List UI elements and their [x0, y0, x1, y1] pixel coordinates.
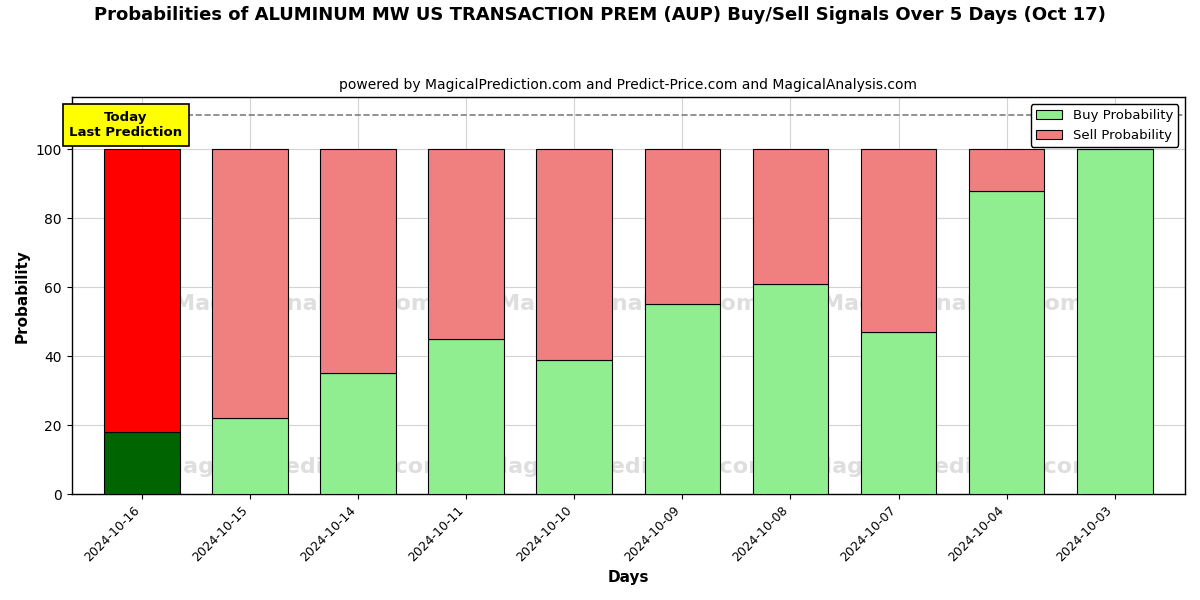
Y-axis label: Probability: Probability [16, 249, 30, 343]
Bar [320, 149, 396, 373]
Text: MagicalAnalysis.com: MagicalAnalysis.com [498, 295, 758, 314]
Text: Today
Last Prediction: Today Last Prediction [70, 111, 182, 139]
Title: powered by MagicalPrediction.com and Predict-Price.com and MagicalAnalysis.com: powered by MagicalPrediction.com and Pre… [340, 78, 917, 92]
Bar [212, 418, 288, 494]
Text: MagicalPrediction.com: MagicalPrediction.com [810, 457, 1096, 476]
Bar [104, 149, 180, 432]
Legend: Buy Probability, Sell Probability: Buy Probability, Sell Probability [1031, 104, 1178, 147]
Bar [752, 284, 828, 494]
Bar [536, 359, 612, 494]
Bar [536, 149, 612, 359]
Text: Probabilities of ALUMINUM MW US TRANSACTION PREM (AUP) Buy/Sell Signals Over 5 D: Probabilities of ALUMINUM MW US TRANSACT… [94, 6, 1106, 24]
Bar [428, 149, 504, 339]
Bar [644, 149, 720, 304]
Bar [428, 339, 504, 494]
Text: MagicalAnalysis.com: MagicalAnalysis.com [174, 295, 434, 314]
Bar [644, 304, 720, 494]
Text: MagicalPrediction.com: MagicalPrediction.com [161, 457, 446, 476]
Bar [212, 149, 288, 418]
Bar [104, 432, 180, 494]
Text: MagicalAnalysis.com: MagicalAnalysis.com [822, 295, 1084, 314]
Bar [860, 332, 936, 494]
Bar [1076, 149, 1152, 494]
Bar [320, 373, 396, 494]
Bar [968, 149, 1044, 191]
Bar [860, 149, 936, 332]
Bar [752, 149, 828, 284]
Text: MagicalPrediction.com: MagicalPrediction.com [486, 457, 772, 476]
Bar [968, 191, 1044, 494]
X-axis label: Days: Days [607, 570, 649, 585]
